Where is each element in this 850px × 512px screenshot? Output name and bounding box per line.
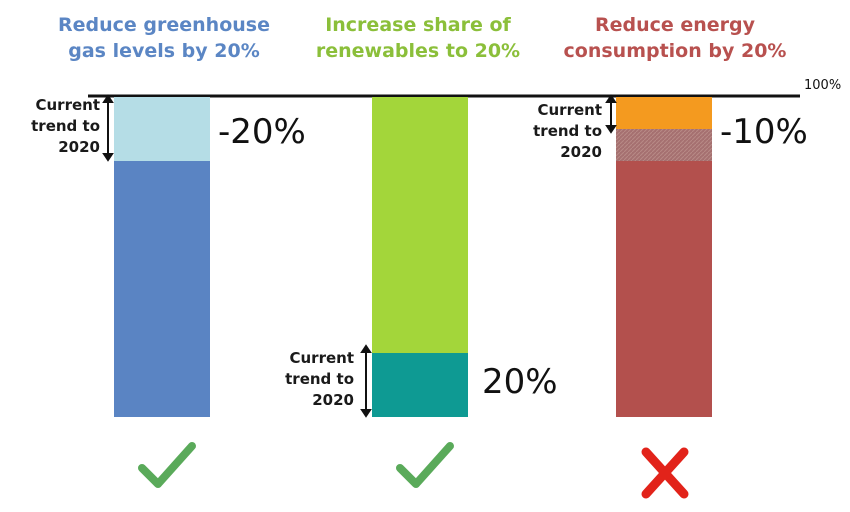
title-greenhouse-line2: gas levels by 20% — [68, 40, 260, 62]
title-energy-line2: consumption by 20% — [563, 40, 787, 62]
check-icon — [138, 442, 196, 488]
title-renewables-line1: Increase share of — [325, 14, 511, 36]
title-renewables-line2: renewables to 20% — [315, 40, 521, 62]
trend-label-renewables-l2: trend to — [285, 370, 354, 388]
bar-energy-base — [616, 161, 712, 417]
bracket-renewables — [360, 344, 372, 418]
check-icon — [396, 442, 454, 488]
trend-label-energy-l1: Current — [537, 101, 602, 119]
trend-label-renewables: Current trend to 2020 — [272, 348, 354, 411]
bar-renewables-base — [372, 97, 468, 353]
trend-label-energy: Current trend to 2020 — [518, 100, 602, 163]
change-label-energy: -10% — [720, 112, 808, 152]
trend-label-greenhouse: Current trend to 2020 — [20, 95, 100, 158]
bar-energy-gap — [616, 129, 712, 161]
trend-label-greenhouse-l2: trend to — [31, 117, 100, 135]
title-greenhouse: Reduce greenhouse gas levels by 20% — [34, 12, 294, 64]
trend-label-energy-l3: 2020 — [560, 143, 602, 161]
title-greenhouse-line1: Reduce greenhouse — [58, 14, 270, 36]
trend-label-greenhouse-l1: Current — [35, 96, 100, 114]
trend-label-renewables-l1: Current — [289, 349, 354, 367]
bar-energy-trend — [616, 97, 712, 129]
bar-renewables-trend — [372, 353, 468, 417]
bar-greenhouse-base — [114, 161, 210, 417]
change-label-renewables: 20% — [482, 362, 558, 402]
title-energy: Reduce energy consumption by 20% — [545, 12, 805, 64]
bar-greenhouse-trend — [114, 97, 210, 161]
change-label-greenhouse: -20% — [218, 112, 306, 152]
title-energy-line1: Reduce energy — [594, 14, 756, 36]
trend-label-renewables-l3: 2020 — [312, 391, 354, 409]
trend-label-energy-l2: trend to — [533, 122, 602, 140]
top-line-label: 100% — [804, 78, 842, 93]
trend-label-greenhouse-l3: 2020 — [58, 138, 100, 156]
bracket-greenhouse — [102, 94, 114, 162]
title-renewables: Increase share of renewables to 20% — [288, 12, 548, 64]
cross-icon — [641, 447, 689, 499]
bracket-energy — [605, 94, 617, 134]
